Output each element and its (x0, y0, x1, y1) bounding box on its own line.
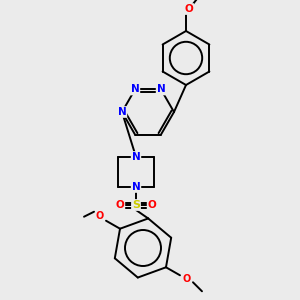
Text: S: S (132, 200, 140, 210)
Text: O: O (116, 200, 124, 210)
Text: N: N (130, 85, 140, 94)
Text: O: O (184, 4, 194, 14)
Text: N: N (157, 85, 165, 94)
Text: N: N (118, 107, 126, 117)
Text: N: N (132, 182, 140, 192)
Text: O: O (183, 274, 191, 284)
Text: N: N (132, 152, 140, 162)
Text: O: O (148, 200, 156, 210)
Text: O: O (96, 211, 104, 221)
